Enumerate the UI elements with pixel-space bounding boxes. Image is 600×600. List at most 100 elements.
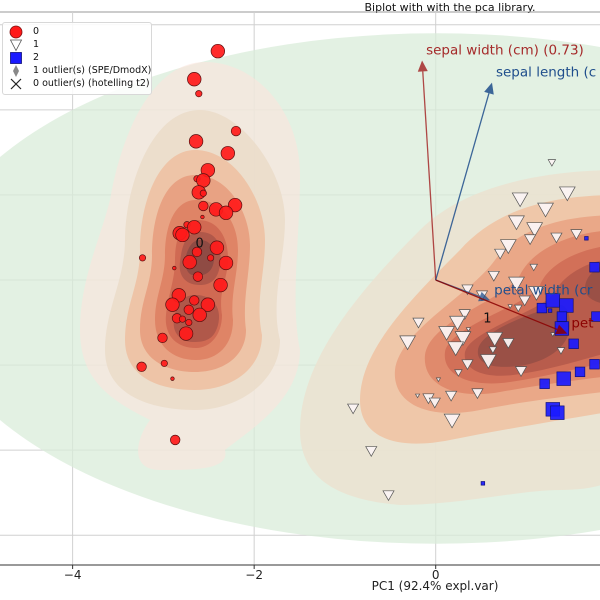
data-point-class-1	[399, 335, 416, 351]
data-point-class-1	[447, 341, 465, 357]
x-tick-label: −2	[245, 568, 264, 582]
data-point-class-0	[230, 125, 242, 137]
loading-arrow-shaft	[422, 71, 437, 281]
data-point-class-0	[182, 254, 197, 270]
loading-arrow-shaft	[435, 279, 558, 331]
x-ticks	[72, 565, 437, 569]
data-point-class-1	[523, 234, 537, 246]
legend-item-hotelling-outliers: 0 outlier(s) (hotelling t2)	[3, 77, 150, 90]
data-point-class-2	[550, 405, 565, 420]
data-point-class-0	[192, 271, 204, 282]
data-point-class-1	[518, 295, 531, 307]
data-point-class-0	[196, 173, 211, 188]
data-point-class-0	[195, 90, 203, 98]
data-point-class-1	[438, 326, 456, 341]
loading-label: petal width (cr	[494, 282, 593, 298]
data-point-class-1	[537, 202, 554, 218]
data-point-class-0	[200, 297, 216, 312]
data-point-class-0	[213, 277, 228, 293]
data-point-class-1	[514, 366, 528, 377]
data-point-class-1	[454, 369, 463, 377]
density-contours	[80, 62, 600, 505]
x-mark-icon	[3, 77, 29, 91]
data-point-class-0	[172, 265, 177, 271]
chart-title: Biplot with with the pca library.	[364, 1, 536, 14]
data-point-class-1	[570, 229, 583, 241]
data-point-class-0	[220, 146, 235, 161]
data-point-class-0	[170, 434, 181, 446]
data-point-class-1	[449, 315, 466, 331]
loading-label: pet	[571, 316, 593, 332]
data-point-class-2	[480, 481, 486, 486]
legend-item-spe-outliers: 1 outlier(s) (SPE/DmodX)	[3, 64, 151, 77]
data-point-class-0	[183, 304, 194, 315]
loading-arrow	[435, 279, 568, 335]
data-point-class-1	[499, 239, 517, 255]
legend-item-2: 2	[3, 51, 39, 64]
cluster-label: 1	[483, 311, 491, 326]
data-point-class-1	[556, 347, 566, 355]
x-tick-label: 0	[431, 568, 440, 582]
loading-arrowhead	[555, 324, 568, 335]
data-point-class-2	[539, 378, 550, 389]
data-point-class-0	[187, 72, 202, 87]
data-point-class-0	[218, 205, 234, 220]
blue-square-icon	[3, 51, 29, 65]
data-point-class-0	[136, 361, 147, 372]
data-point-class-1	[412, 317, 425, 329]
loading-arrow-shaft	[435, 93, 490, 281]
legend: 0 1 2 1 outlier(s) (SPE/DmodX) 0 outlier…	[2, 22, 152, 95]
data-point-class-1	[511, 192, 529, 208]
data-point-class-2	[547, 308, 553, 313]
data-point-class-1	[382, 490, 395, 502]
data-point-class-0	[198, 200, 209, 212]
data-point-class-1	[502, 338, 515, 349]
data-point-class-1	[435, 377, 442, 383]
data-point-class-1	[528, 286, 545, 301]
data-point-class-0	[178, 326, 194, 341]
data-point-class-1	[454, 331, 472, 346]
data-point-class-1	[428, 397, 441, 409]
data-point-class-2	[591, 311, 600, 322]
x-axis-label: PC1 (92.4% expl.var)	[371, 579, 499, 593]
data-point-class-2	[589, 359, 600, 370]
data-point-class-2	[589, 262, 600, 273]
data-point-class-0	[218, 255, 234, 271]
data-point-class-0	[189, 295, 200, 306]
data-point-class-1	[494, 248, 507, 260]
data-point-class-0	[210, 43, 226, 59]
data-point-class-0	[157, 332, 168, 343]
data-point-class-1	[365, 446, 378, 457]
data-point-class-0	[185, 318, 193, 327]
data-point-class-2	[536, 302, 548, 314]
data-point-class-1	[461, 359, 474, 371]
x-tick-label: −4	[63, 568, 82, 582]
data-point-class-0	[192, 307, 207, 323]
points	[136, 43, 600, 502]
loading-arrow	[417, 60, 437, 281]
diamond-icon	[3, 64, 29, 78]
data-point-class-0	[188, 134, 204, 149]
loading-label: sepal length (c	[496, 65, 596, 81]
data-point-class-1	[558, 186, 576, 202]
data-point-class-1	[550, 332, 556, 338]
cluster-labels: 01	[196, 237, 492, 327]
data-point-class-0	[175, 227, 190, 243]
data-point-class-1	[486, 332, 504, 347]
data-point-class-1	[526, 222, 544, 238]
loading-label: sepal width (cm) (0.73)	[426, 42, 584, 58]
data-point-class-2	[568, 338, 579, 349]
data-point-class-1	[443, 413, 461, 429]
loading-arrowhead	[484, 82, 494, 95]
loading-arrow	[435, 82, 494, 281]
data-point-class-0	[200, 214, 205, 220]
data-point-class-1	[514, 304, 523, 313]
data-point-class-1	[461, 284, 474, 296]
data-point-class-0	[165, 297, 180, 312]
data-point-class-1	[507, 304, 513, 310]
data-point-class-0	[187, 220, 202, 235]
legend-item-0: 0	[3, 25, 39, 38]
data-point-class-0	[160, 359, 168, 367]
data-point-class-0	[207, 254, 215, 262]
